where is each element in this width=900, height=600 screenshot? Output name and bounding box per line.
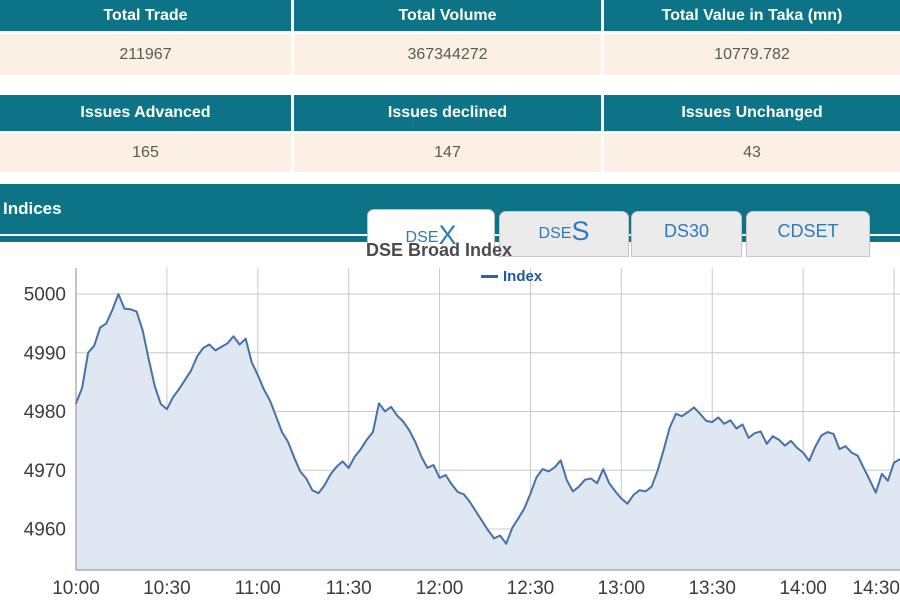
- tab-cdset-label: CDSET: [777, 221, 839, 241]
- issues-unchanged-value: 43: [604, 134, 900, 172]
- tab-ds30-label: DS30: [663, 221, 710, 241]
- index-series-line: [75, 293, 900, 545]
- indices-section-title: Indices: [3, 199, 62, 218]
- totals-table: Total Trade Total Volume Total Value in …: [0, 0, 900, 75]
- chart-title: DSE Broad Index: [366, 240, 513, 260]
- tab-dsex-label: DSE: [405, 229, 439, 246]
- axis-tick-label: 13:00: [598, 578, 646, 599]
- legend-series-label: Index: [503, 268, 543, 285]
- axis-tick-label: 10:30: [143, 578, 191, 599]
- total-value-header: Total Value in Taka (mn): [604, 0, 900, 31]
- issues-declined-header: Issues declined: [294, 95, 601, 131]
- axis-tick-label: 5000: [24, 285, 66, 306]
- tab-dses-label: DSE: [538, 225, 572, 242]
- tab-dses-label-suffix: S: [571, 215, 590, 246]
- issues-table: Issues Advanced Issues declined Issues U…: [0, 95, 900, 172]
- axis-tick-label: 14:00: [779, 578, 827, 599]
- tab-dsex-label-suffix: X: [438, 219, 457, 250]
- axis-tick-label: 11:30: [326, 578, 372, 599]
- total-trade-header: Total Trade: [0, 0, 291, 31]
- issues-advanced-header: Issues Advanced: [0, 95, 291, 131]
- axis-tick-label: 4980: [24, 402, 66, 423]
- axis-tick-label: 4990: [24, 343, 66, 364]
- axis-tick-label: 4960: [24, 520, 66, 541]
- legend-series-line-icon: [481, 275, 498, 278]
- axis-tick-label: 13:30: [688, 578, 736, 599]
- index-series-area: [76, 294, 900, 570]
- issues-declined-value: 147: [294, 134, 601, 172]
- axis-tick-label: 11:00: [235, 578, 281, 599]
- tab-cdset[interactable]: CDSET: [746, 211, 870, 257]
- issues-unchanged-header: Issues Unchanged: [604, 95, 900, 131]
- axis-tick-label: 10:00: [52, 578, 100, 599]
- tab-dses[interactable]: DSE S: [499, 211, 629, 257]
- axis-tick-label: 12:00: [416, 578, 464, 599]
- axis-tick-label: 12:30: [507, 578, 555, 599]
- axis-tick-label: 14:30: [852, 578, 900, 599]
- total-value-value: 10779.782: [604, 34, 900, 75]
- total-volume-value: 367344272: [294, 34, 601, 75]
- total-volume-header: Total Volume: [294, 0, 601, 31]
- chart-legend: Index: [481, 268, 542, 285]
- axis-tick-label: 4970: [24, 461, 66, 482]
- tab-ds30[interactable]: DS30: [631, 211, 742, 257]
- total-trade-value: 211967: [0, 34, 291, 75]
- tab-dsex[interactable]: DSE X: [367, 209, 495, 250]
- issues-advanced-value: 165: [0, 134, 291, 172]
- index-area-chart: 5000 4990 4980 4970 4960 10:00 10:30 11:00 11:30…: [24, 268, 900, 599]
